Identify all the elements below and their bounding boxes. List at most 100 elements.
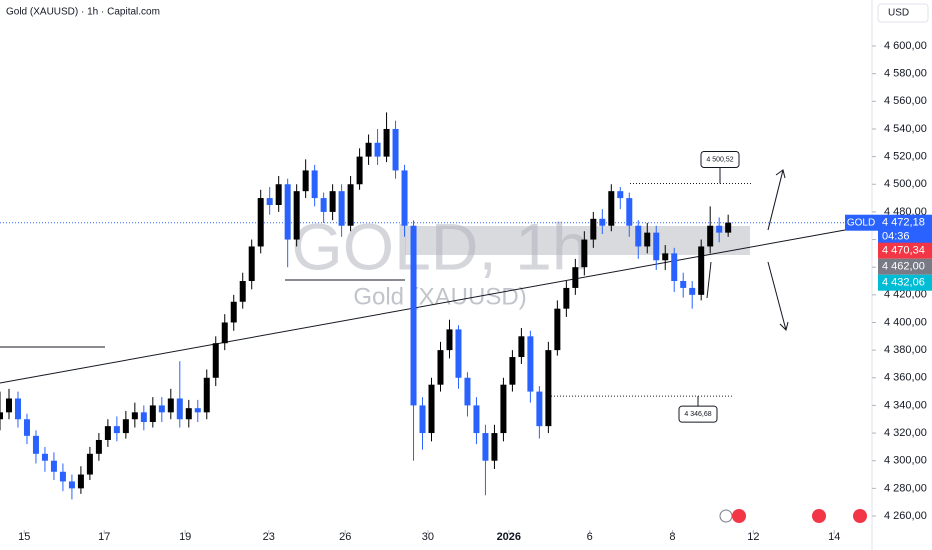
candle-body xyxy=(410,225,417,406)
candle-body xyxy=(590,218,597,240)
candle-body xyxy=(527,336,534,392)
candle-body xyxy=(698,246,705,295)
x-tick-label: 2026 xyxy=(497,531,521,543)
icon xyxy=(812,509,826,523)
candle-body xyxy=(203,377,210,413)
price-tag-label: 4 432,06 xyxy=(882,277,925,289)
candle-body xyxy=(671,253,678,282)
candle-body xyxy=(383,128,390,157)
y-tick-label: 4 500,00 xyxy=(884,178,927,190)
candle-body xyxy=(122,419,129,434)
x-tick-label: 30 xyxy=(422,531,434,543)
x-tick-label: 8 xyxy=(669,531,675,543)
candle-body xyxy=(50,460,57,472)
annotation-box xyxy=(700,151,740,169)
candle-body xyxy=(572,267,579,288)
price-tag xyxy=(878,258,932,275)
candle-body xyxy=(491,433,498,461)
y-tick-label: 4 600,00 xyxy=(884,40,927,52)
candle-body xyxy=(95,439,102,454)
candle-body xyxy=(302,170,309,192)
candle-body xyxy=(500,384,507,434)
y-tick-label: 4 540,00 xyxy=(884,123,927,135)
annotation-label: 4 346,68 xyxy=(684,411,711,418)
candle-body xyxy=(347,184,354,226)
arrow-down xyxy=(767,261,787,331)
candle-body xyxy=(221,322,228,344)
candle-body xyxy=(653,232,660,261)
symbol-box xyxy=(845,214,878,231)
candle-body xyxy=(365,142,372,157)
candle-body xyxy=(14,398,21,420)
candle-body xyxy=(293,191,300,240)
x-tick-label: 17 xyxy=(98,531,110,543)
y-tick-label: 4 360,00 xyxy=(884,372,927,384)
candle-body xyxy=(140,412,147,423)
arrow-up xyxy=(767,169,784,231)
candle-body xyxy=(536,391,543,427)
candle-body xyxy=(320,198,327,212)
candle-body xyxy=(464,377,471,406)
candle-body xyxy=(626,198,633,226)
x-tick-label: 15 xyxy=(18,531,30,543)
candle-body xyxy=(275,184,282,205)
candle-body xyxy=(581,239,588,268)
x-tick-label: 19 xyxy=(179,531,191,543)
candle-body xyxy=(608,191,615,226)
candle-body xyxy=(428,384,435,434)
event-icons xyxy=(719,509,867,523)
candle-body xyxy=(230,301,237,323)
candle-body xyxy=(554,308,561,351)
symbol-label: GOLD xyxy=(847,217,875,228)
price-tag xyxy=(878,274,932,291)
candle-body xyxy=(680,281,687,288)
candle-body xyxy=(689,287,696,295)
icon xyxy=(732,509,746,523)
candle-body xyxy=(158,405,165,413)
candle-body xyxy=(239,281,246,302)
candle-body xyxy=(455,329,462,378)
y-tick-label: 4 320,00 xyxy=(884,427,927,439)
candle-body xyxy=(725,222,732,233)
price-tag-label: 4 472,18 xyxy=(882,217,925,229)
candle-body xyxy=(5,398,12,413)
y-tick-label: 4 560,00 xyxy=(884,95,927,107)
chart-title: Gold (XAUUSD) · 1h · Capital.com xyxy=(6,7,160,18)
candle-body xyxy=(311,170,318,199)
candle-body xyxy=(563,287,570,309)
candle-body xyxy=(194,408,201,413)
candle-body xyxy=(167,398,174,413)
arrow-head xyxy=(775,169,786,179)
annotation-label: 4 500,52 xyxy=(706,156,733,163)
candle-body xyxy=(185,408,192,420)
candle-body xyxy=(662,253,669,261)
candle-body xyxy=(257,198,264,247)
y-tick-label: 4 580,00 xyxy=(884,68,927,80)
candle-body xyxy=(545,350,552,427)
y-tick-label: 4 280,00 xyxy=(884,482,927,494)
watermark: GOLD, 1h xyxy=(291,209,588,283)
price-tag xyxy=(878,242,932,259)
candle-body xyxy=(644,232,651,247)
y-tick-label: 4 380,00 xyxy=(884,344,927,356)
candle-body xyxy=(635,225,642,247)
candle-body xyxy=(437,350,444,385)
currency-box xyxy=(877,3,929,23)
y-tick-label: 4 400,00 xyxy=(884,316,927,328)
y-tick-label: 4 520,00 xyxy=(884,151,927,163)
price-tag-label: 4 462,00 xyxy=(882,261,925,273)
icon xyxy=(719,509,733,523)
candle-body xyxy=(131,412,138,420)
candle-body xyxy=(356,156,363,185)
x-tick-label: 6 xyxy=(587,531,593,543)
arrow-head xyxy=(779,321,789,331)
y-tick-label: 4 420,00 xyxy=(884,289,927,301)
y-tick-label: 4 300,00 xyxy=(884,455,927,467)
candle-body xyxy=(176,398,183,420)
candle-body xyxy=(266,198,273,205)
currency: USD xyxy=(888,8,909,19)
candle-body xyxy=(212,343,219,378)
candle-body xyxy=(599,218,606,226)
